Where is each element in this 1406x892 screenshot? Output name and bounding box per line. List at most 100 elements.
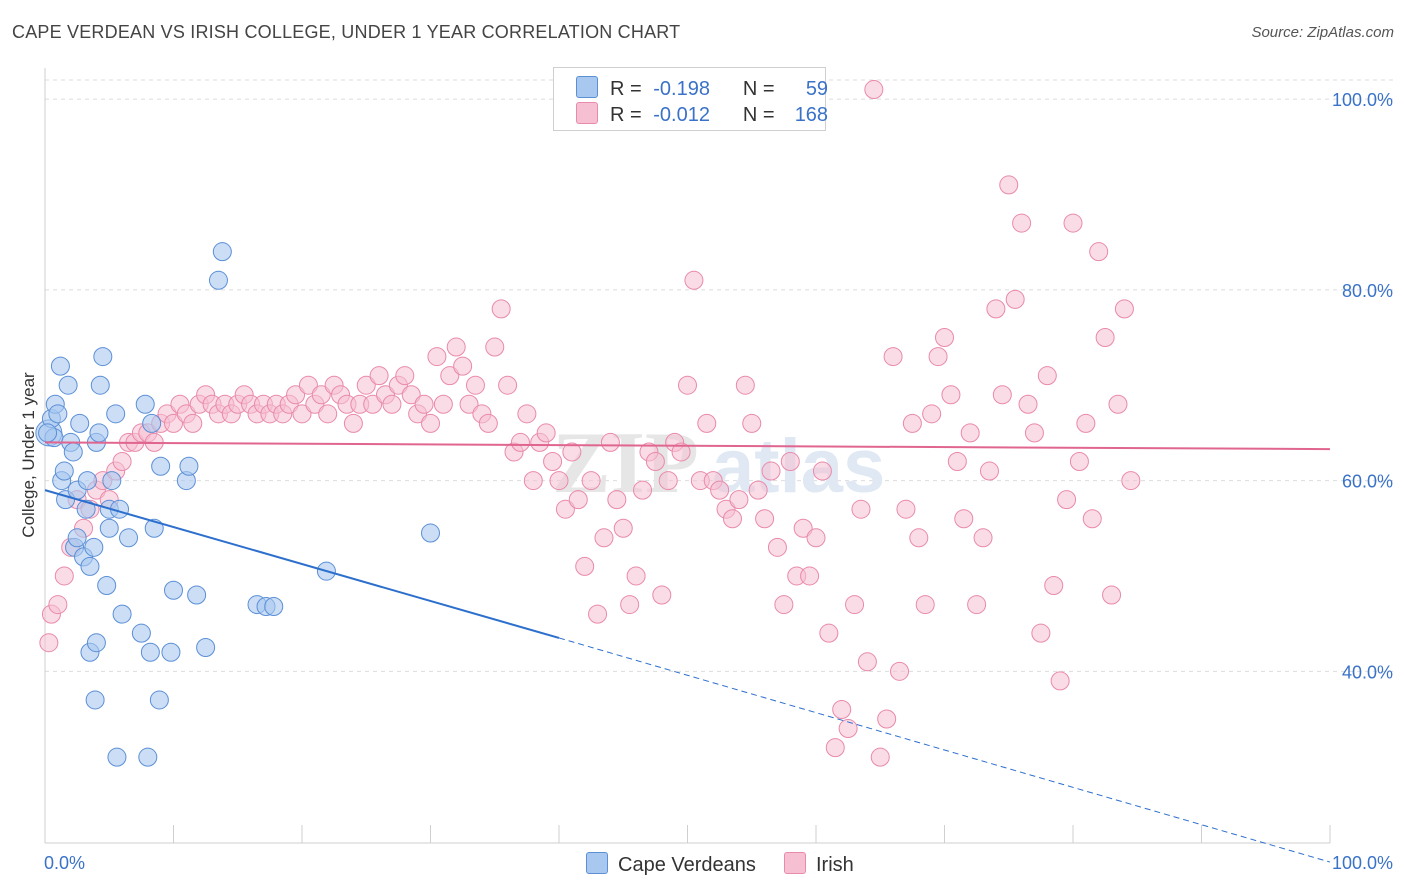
correlation-legend: R = -0.198 N = 59 R = -0.012 N = 168: [553, 67, 829, 131]
irish-point: [864, 80, 884, 100]
cape-verdean-point: [131, 623, 151, 643]
cape-verdean-point: [151, 456, 171, 476]
irish-point: [825, 738, 845, 758]
irish-point: [298, 375, 318, 395]
irish-point: [588, 604, 608, 624]
irish-point: [478, 413, 498, 433]
irish-point: [652, 585, 672, 605]
cape-verdean-point: [264, 596, 284, 616]
chart-title: CAPE VERDEAN VS IRISH COLLEGE, UNDER 1 Y…: [12, 22, 681, 42]
cape-verdean-point: [140, 642, 160, 662]
irish-point: [915, 595, 935, 615]
irish-point: [453, 356, 473, 376]
legend-n-value: 59: [805, 78, 829, 100]
irish-point: [678, 375, 697, 395]
cape-verdean-point: [107, 747, 127, 767]
cape-verdean-point: [93, 347, 113, 367]
irish-point: [645, 452, 665, 471]
legend-swatch-pink: [576, 102, 598, 124]
cape-verdean-point: [142, 413, 162, 433]
irish-point: [902, 413, 922, 433]
irish-point: [382, 394, 402, 414]
irish-point: [806, 528, 826, 548]
irish-point: [793, 518, 813, 538]
cape-verdean-point: [106, 404, 126, 424]
irish-point: [935, 328, 954, 348]
cape-verdean-point: [85, 690, 105, 710]
cape-verdean-point: [48, 404, 68, 424]
irish-point: [883, 347, 903, 367]
irish-point: [1018, 394, 1038, 414]
irish-point: [48, 595, 68, 615]
irish-point: [941, 385, 961, 405]
irish-point: [536, 423, 556, 443]
irish-point: [1037, 366, 1057, 386]
axes: [44, 68, 1331, 844]
irish-point: [633, 480, 653, 500]
irish-point: [1005, 289, 1025, 309]
irish-point: [517, 404, 537, 424]
irish-point: [1031, 623, 1051, 643]
irish-point: [697, 413, 717, 433]
x-tick-label: 0.0%: [44, 853, 85, 873]
y-tick-label: 100.0%: [1332, 90, 1393, 110]
irish-point: [363, 394, 383, 414]
irish-point: [164, 413, 183, 433]
irish-point: [742, 413, 762, 433]
irish-point: [992, 385, 1012, 405]
irish-point: [1057, 490, 1077, 510]
irish-point: [928, 347, 948, 367]
cape-verdean-point: [86, 633, 106, 653]
irish-point: [1012, 213, 1032, 233]
y-tick-label: 60.0%: [1342, 472, 1393, 492]
legend-n-value: 168: [794, 104, 829, 126]
irish-point: [954, 509, 974, 529]
irish-point: [183, 413, 203, 433]
legend-r-value: -0.198: [653, 78, 710, 100]
irish-point: [819, 623, 839, 643]
y-tick-label: 40.0%: [1342, 662, 1393, 682]
irish-point: [607, 490, 627, 510]
irish-point: [491, 299, 511, 319]
bottom-legend-swatch-pink: [784, 852, 806, 874]
irish-point: [1082, 509, 1102, 529]
cape-verdean-point: [99, 518, 119, 538]
irish-point: [671, 442, 691, 462]
trend-lines: [44, 441, 1331, 863]
irish-point: [870, 747, 890, 767]
cape-verdean-point: [102, 471, 122, 491]
legend-row-irish: R = -0.012 N = 168: [576, 102, 828, 128]
irish-point: [465, 375, 485, 395]
tick-labels: 100.0% 80.0% 60.0% 40.0% 0.0% 100.0%: [44, 90, 1393, 873]
irish-point: [440, 366, 460, 386]
cape-verdean-point: [77, 471, 97, 491]
irish-point: [1121, 471, 1141, 491]
irish-point: [395, 366, 415, 386]
cape-verdean-point: [196, 637, 216, 657]
irish-point: [523, 471, 543, 491]
irish-point: [1069, 452, 1089, 471]
cape-verdean-point: [54, 461, 74, 481]
irish-point: [967, 595, 987, 615]
irish-point: [543, 452, 563, 471]
cape-verdean-point: [135, 394, 155, 414]
irish-point: [620, 595, 640, 615]
cape-verdean-point: [84, 537, 104, 557]
cape-verdean-point: [212, 242, 232, 262]
bottom-legend-label: Irish: [816, 854, 854, 876]
irish-point: [812, 461, 832, 481]
irish-point: [401, 385, 421, 405]
cape-verdean-point: [70, 413, 90, 433]
irish-point: [857, 652, 877, 672]
irish-point: [1024, 423, 1044, 443]
cape-verdean-trend-extension: [558, 637, 1331, 863]
irish-point: [851, 499, 871, 519]
irish-point: [1089, 242, 1109, 262]
cape-verdean-point: [50, 356, 70, 376]
irish-point: [356, 375, 376, 395]
cape-verdean-points: [35, 242, 440, 767]
bottom-legend-cape-verdeans: Cape Verdeans: [586, 852, 756, 877]
irish-point: [1108, 394, 1128, 414]
irish-point: [1114, 299, 1134, 319]
